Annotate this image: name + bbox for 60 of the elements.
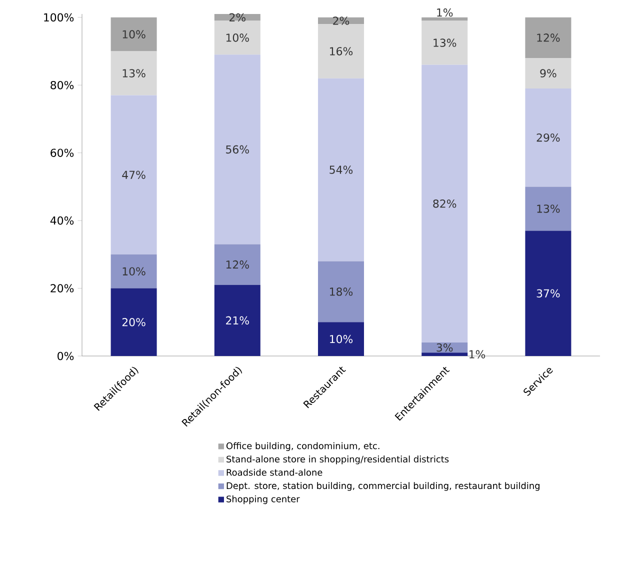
legend-label: Shopping center (226, 495, 300, 504)
bar (214, 284, 260, 356)
bar (110, 17, 157, 52)
bar (214, 20, 260, 55)
data-label: 10% (122, 30, 146, 38)
legend-label: Office building, condominium, etc. (226, 442, 380, 451)
y-tick-label: 20% (50, 284, 74, 292)
data-label: 1% (470, 350, 486, 358)
data-label: 9% (540, 69, 556, 78)
data-label: 54% (330, 166, 353, 174)
data-label: 10% (330, 334, 353, 344)
bar (214, 244, 260, 285)
bar (525, 230, 572, 356)
data-label: 20% (122, 318, 146, 326)
bar (525, 58, 572, 88)
y-tick-label: 40% (50, 216, 74, 225)
data-label: 12% (537, 34, 560, 42)
bar (214, 54, 260, 244)
y-tick-label: 100% (44, 13, 74, 22)
data-label: 12% (226, 260, 249, 269)
data-label: 2% (230, 13, 246, 22)
bar (422, 342, 468, 353)
data-label: 37% (536, 289, 560, 298)
data-label: 47% (122, 170, 146, 179)
bar (525, 17, 572, 58)
y-tick-label: 0% (58, 352, 74, 360)
data-label: 10% (122, 267, 146, 276)
legend-label: Stand-alone store in shopping/residential districts (226, 456, 449, 464)
data-label: 21% (226, 316, 249, 325)
data-label: 82% (433, 199, 456, 208)
bar (110, 51, 157, 96)
data-label: 3% (436, 343, 453, 352)
y-tick-label: 60% (50, 148, 74, 157)
data-label: 10% (226, 34, 249, 42)
data-label: 13% (434, 38, 456, 47)
bar (422, 352, 468, 356)
bar (110, 95, 157, 254)
data-label: 13% (122, 69, 146, 78)
data-label: 29% (536, 133, 560, 142)
bar (422, 64, 468, 342)
bar (422, 20, 468, 65)
legend-label: Dept. store, station building, commercial building, restaurant building (226, 482, 540, 491)
bar (422, 17, 468, 21)
bar (214, 14, 260, 21)
bar (525, 186, 572, 231)
data-label: 1% (437, 8, 453, 17)
data-label: 13% (537, 204, 560, 213)
data-label: 56% (226, 145, 249, 154)
bar (110, 288, 157, 356)
data-label: 18% (330, 288, 353, 296)
bar (525, 88, 572, 187)
bar (318, 78, 364, 262)
y-tick-label: 80% (50, 80, 74, 90)
data-label: 2% (333, 16, 350, 25)
data-label: 16% (330, 47, 353, 56)
bar (318, 322, 364, 356)
bar (110, 254, 157, 288)
bar (318, 24, 364, 78)
bar (318, 261, 364, 322)
legend-label: Roadside stand-alone (226, 468, 322, 476)
